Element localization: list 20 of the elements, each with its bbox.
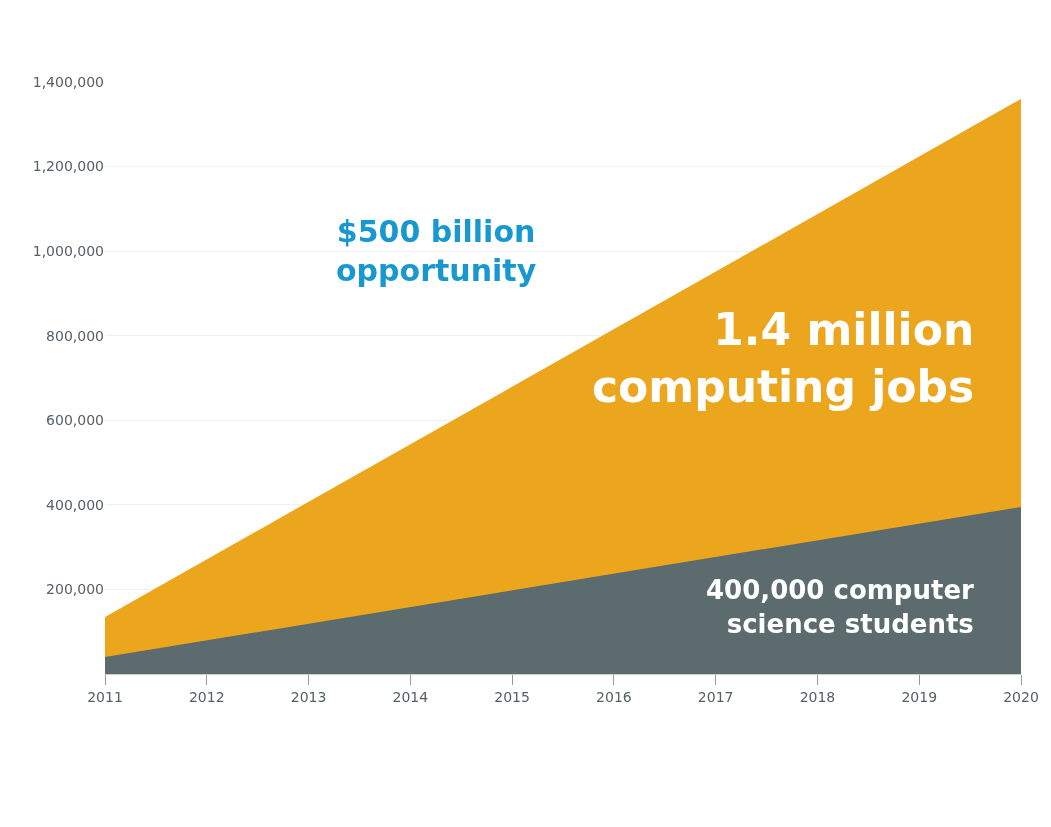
x-tick-label: 2017: [697, 688, 734, 705]
y-tick-label: 800,000: [46, 327, 104, 344]
x-tick-label: 2015: [494, 688, 530, 705]
x-tick-label: 2014: [392, 688, 429, 705]
x-tick-label: 2013: [290, 688, 327, 705]
x-tick-label: 2016: [596, 688, 632, 705]
y-tick-label: 200,000: [46, 581, 104, 598]
x-tick-label: 2019: [901, 688, 938, 705]
y-tick-label: 1,400,000: [32, 73, 104, 90]
y-tick-label: 1,000,000: [32, 243, 104, 260]
x-tick-label: 2018: [799, 688, 836, 705]
y-tick-label: 400,000: [46, 496, 104, 513]
x-tick-label: 2020: [1003, 688, 1039, 705]
series-label: 400,000 computer science students: [706, 575, 975, 639]
x-tick-label: 2012: [188, 688, 225, 705]
y-tick-label: 1,200,000: [32, 158, 104, 175]
annotation: $500 billion opportunity: [336, 214, 537, 288]
y-tick-label: 600,000: [46, 412, 104, 429]
series-label: 1.4 million computing jobs: [592, 304, 975, 413]
x-tick-label: 2011: [87, 688, 123, 705]
